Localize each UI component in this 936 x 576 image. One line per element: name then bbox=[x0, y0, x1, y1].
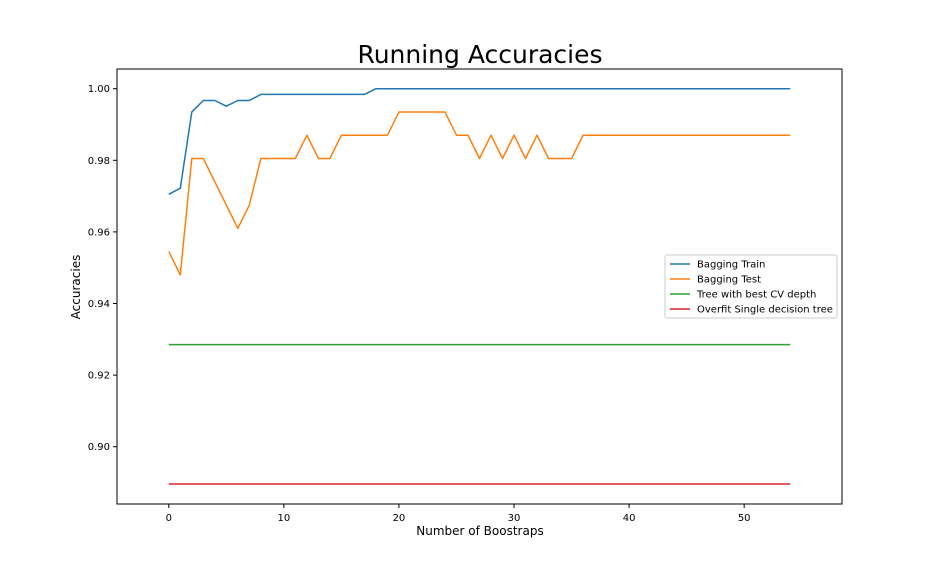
x-tick-label: 0 bbox=[166, 513, 172, 524]
y-tick-label: 0.92 bbox=[88, 371, 110, 382]
x-axis: 0 10 20 30 40 50 bbox=[166, 504, 751, 524]
x-tick-label: 20 bbox=[393, 513, 406, 524]
y-axis-label: Accuracies bbox=[69, 255, 83, 320]
legend-box bbox=[664, 254, 838, 319]
y-tick-label: 1.00 bbox=[88, 84, 110, 95]
legend-label-bagging-train: Bagging Train bbox=[697, 260, 765, 271]
x-tick-label: 30 bbox=[508, 513, 521, 524]
series-lines bbox=[168, 87, 791, 485]
series-line-bagging-train bbox=[168, 87, 791, 195]
x-tick-label: 40 bbox=[623, 513, 636, 524]
legend-label-overfit-single-decision-tree: Overfit Single decision tree bbox=[697, 305, 833, 316]
y-axis: 0.90 0.92 0.94 0.96 0.98 1.00 bbox=[88, 84, 117, 453]
x-axis-label: Number of Boostraps bbox=[416, 524, 543, 538]
series-line-bagging-test bbox=[168, 111, 791, 276]
y-tick-label: 0.90 bbox=[88, 442, 110, 453]
y-tick-label: 0.94 bbox=[88, 299, 110, 310]
chart-title: Running Accuracies bbox=[357, 40, 602, 69]
y-tick-label: 0.96 bbox=[88, 227, 110, 238]
legend-label-bagging-test: Bagging Test bbox=[697, 275, 761, 286]
y-tick-label: 0.98 bbox=[88, 156, 110, 167]
x-tick-label: 10 bbox=[277, 513, 290, 524]
legend-label-tree-with-best-cv-depth: Tree with best CV depth bbox=[696, 290, 816, 301]
legend: Bagging Train Bagging Test Tree with best … bbox=[664, 254, 838, 319]
x-tick-label: 50 bbox=[738, 513, 751, 524]
